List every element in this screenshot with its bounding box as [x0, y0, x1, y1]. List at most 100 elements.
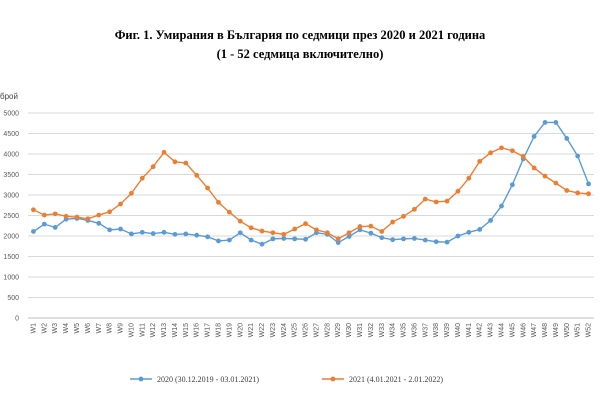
x-tick-label: W40: [455, 323, 462, 338]
x-tick-label: W51: [575, 323, 582, 338]
data-point: [281, 231, 287, 237]
data-point: [499, 145, 504, 151]
x-tick-label: W36: [411, 323, 418, 338]
data-point: [531, 165, 537, 171]
x-tick-label: W48: [542, 323, 549, 338]
x-tick-label: W10: [128, 323, 135, 338]
x-tick-label: W32: [368, 323, 375, 338]
x-tick-label: W6: [85, 323, 92, 334]
data-point: [31, 207, 36, 213]
data-point: [303, 221, 308, 227]
legend: 2020 (30.12.2019 - 03.01.2021) 2021 (4.01…: [130, 375, 443, 384]
series-1: [31, 120, 591, 247]
data-point: [444, 239, 450, 245]
data-point: [63, 213, 69, 219]
data-point: [335, 236, 341, 242]
data-point: [281, 236, 287, 241]
x-tick-label: W45: [509, 323, 516, 338]
x-tick-label: W16: [194, 323, 201, 338]
data-point: [444, 198, 450, 204]
series-2: [31, 145, 591, 242]
data-point: [314, 227, 319, 233]
data-point: [41, 212, 47, 218]
data-point: [390, 219, 396, 225]
x-tick-label: W24: [281, 323, 288, 338]
data-point: [477, 158, 483, 164]
x-tick-label: W44: [498, 323, 505, 338]
x-tick-label: W4: [63, 323, 70, 334]
y-tick-label: 3000: [3, 193, 19, 200]
x-tick-label: W7: [96, 323, 103, 334]
data-point: [390, 237, 396, 243]
x-tick-label: W27: [313, 323, 320, 338]
data-point: [586, 181, 591, 187]
data-point: [237, 230, 243, 236]
x-tick-label: W9: [118, 323, 125, 334]
data-point: [379, 235, 385, 241]
data-point: [553, 180, 559, 186]
data-point: [542, 173, 548, 179]
data-point: [335, 240, 341, 245]
chart-title: Фиг. 1. Умирания в България по седмици п…: [114, 28, 486, 42]
x-tick-label: W25: [292, 323, 299, 338]
data-point: [303, 236, 308, 242]
data-point: [205, 234, 210, 240]
data-point: [466, 175, 472, 181]
data-point: [259, 228, 265, 234]
data-point: [292, 226, 298, 232]
data-point: [237, 218, 243, 224]
series-line: [33, 147, 589, 240]
data-point: [488, 150, 493, 156]
data-point: [52, 211, 58, 217]
data-point: [248, 225, 254, 231]
y-tick-label: 1500: [3, 254, 19, 261]
data-point: [96, 220, 102, 226]
data-point: [499, 203, 504, 209]
series-lines: [31, 120, 591, 247]
x-tick-label: W52: [586, 323, 593, 338]
x-tick-label: W1: [30, 323, 37, 334]
data-point: [509, 148, 515, 154]
x-tick-label: W2: [41, 323, 48, 334]
x-tick-labels: W1 W2 W3 W4 W5 W6 W7 W8 W9 W10 W11 W12 W13 W14 W15 W16 W…: [30, 323, 592, 338]
data-point: [194, 232, 200, 238]
data-point: [422, 196, 428, 202]
x-tick-label: W39: [444, 323, 451, 338]
data-point: [357, 227, 363, 233]
data-point: [586, 191, 591, 197]
x-tick-label: W47: [531, 323, 538, 338]
x-tick-label: W21: [248, 323, 255, 338]
x-tick-label: W5: [74, 323, 81, 334]
y-tick-label: 4000: [3, 152, 19, 159]
x-tick-label: W17: [205, 323, 212, 338]
x-tick-label: W3: [52, 323, 59, 334]
x-tick-label: W8: [107, 323, 114, 334]
data-point: [477, 227, 483, 232]
data-point: [564, 188, 570, 193]
legend-label: 2021 (4.01.2021 - 2.01.2022): [349, 375, 443, 384]
data-point: [129, 231, 134, 237]
data-point: [150, 231, 156, 236]
data-point: [379, 229, 385, 234]
data-point: [466, 229, 472, 235]
x-tick-label: W20: [237, 323, 244, 338]
data-point: [74, 214, 80, 220]
data-point: [357, 224, 363, 229]
x-tick-label: W46: [520, 323, 527, 338]
data-point: [412, 236, 417, 241]
data-point: [107, 227, 113, 233]
x-tick-label: W11: [139, 323, 146, 337]
x-tick-label: W34: [390, 323, 397, 338]
data-point: [270, 230, 276, 236]
data-point: [368, 223, 374, 229]
data-point: [433, 199, 439, 205]
y-tick-labels: 0 500 1000 1500 2000 2500 3000 3500 4000 4500 5000: [3, 111, 19, 323]
x-tick-label: W50: [564, 323, 571, 338]
data-point: [509, 182, 515, 188]
data-point: [412, 206, 417, 212]
x-tick-label: W26: [303, 323, 310, 338]
y-tick-label: 2500: [3, 213, 19, 220]
data-point: [183, 160, 189, 166]
data-point: [433, 239, 439, 245]
data-point: [52, 224, 58, 230]
